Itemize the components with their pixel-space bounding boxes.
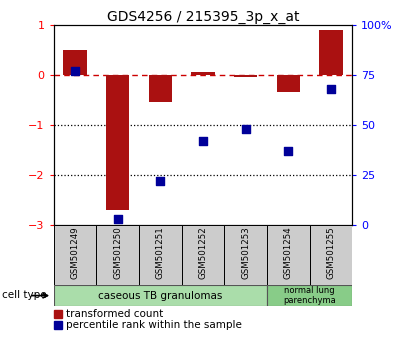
Bar xyxy=(224,225,267,285)
Text: GSM501254: GSM501254 xyxy=(284,227,293,279)
Text: GSM501255: GSM501255 xyxy=(326,227,336,279)
Point xyxy=(157,178,164,184)
Text: GSM501252: GSM501252 xyxy=(199,227,207,279)
Point xyxy=(242,126,249,132)
Text: transformed count: transformed count xyxy=(66,309,163,319)
Point xyxy=(200,138,206,144)
Text: caseous TB granulomas: caseous TB granulomas xyxy=(98,291,222,301)
Bar xyxy=(277,75,300,92)
Point xyxy=(285,148,291,154)
Bar xyxy=(139,225,181,285)
Text: percentile rank within the sample: percentile rank within the sample xyxy=(66,320,242,330)
Point xyxy=(328,86,334,92)
Title: GDS4256 / 215395_3p_x_at: GDS4256 / 215395_3p_x_at xyxy=(107,10,299,24)
Bar xyxy=(181,225,224,285)
Bar xyxy=(234,75,258,77)
Text: cell type: cell type xyxy=(2,290,47,299)
Point xyxy=(72,68,78,74)
Bar xyxy=(191,72,215,75)
Text: GSM501249: GSM501249 xyxy=(70,227,80,279)
Bar xyxy=(310,225,352,285)
Text: normal lung
parenchyma: normal lung parenchyma xyxy=(283,286,336,305)
Text: GSM501251: GSM501251 xyxy=(156,227,165,279)
Bar xyxy=(267,285,352,306)
Text: GSM501250: GSM501250 xyxy=(113,227,122,279)
Bar xyxy=(319,30,343,75)
Bar xyxy=(63,50,87,75)
Bar xyxy=(106,75,129,210)
Point xyxy=(115,216,121,222)
Text: GSM501253: GSM501253 xyxy=(241,227,250,279)
Bar xyxy=(54,285,267,306)
Bar xyxy=(54,225,96,285)
Bar xyxy=(148,75,172,102)
Bar xyxy=(96,225,139,285)
Bar xyxy=(267,225,310,285)
